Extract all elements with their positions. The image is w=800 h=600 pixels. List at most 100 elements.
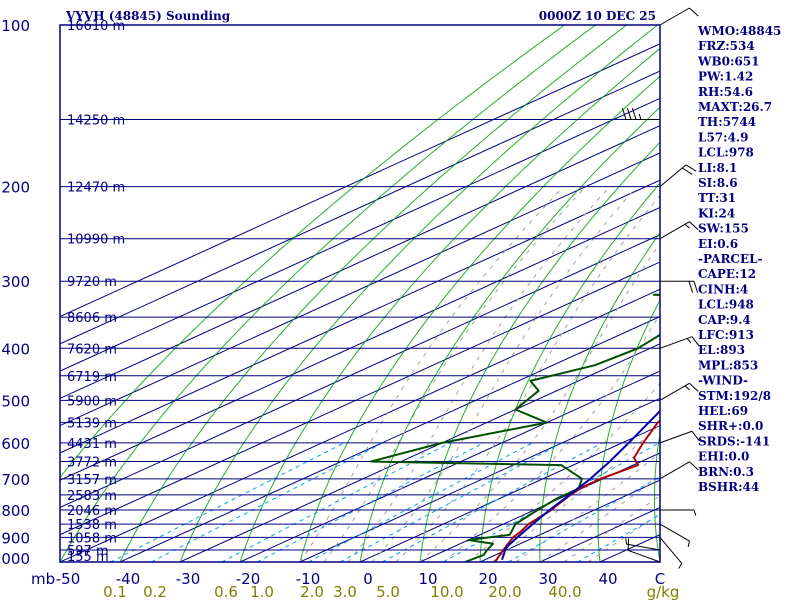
pressure-tick-label: 600: [1, 435, 30, 453]
moist-adiabat-line: [347, 186, 611, 562]
stat-line: LFC:913: [698, 328, 754, 342]
parcel-trace: [501, 409, 660, 561]
stat-line: CINH:4: [698, 282, 748, 296]
pressure-unit-label: mb: [31, 570, 55, 588]
pressure-tick-label: 500: [1, 392, 30, 410]
isotherm-line: [60, 125, 660, 399]
height-label: 16610 m: [67, 19, 125, 34]
wind-barb-feather: [687, 540, 690, 548]
wind-barb-feather: [681, 167, 693, 175]
mixing-ratio-label: 0.1: [103, 583, 127, 600]
wind-barb: [659, 336, 700, 349]
pressure-tick-label: 100: [1, 17, 30, 35]
isotherm-line: [359, 425, 660, 562]
mixing-ratio-line: [221, 442, 451, 562]
wind-barb: [659, 430, 700, 444]
dewpoint-trace: [370, 293, 660, 562]
temperature-tick-label: 10: [418, 570, 437, 588]
mixing-ratio-line: [308, 442, 533, 562]
wind-barb-feather: [689, 221, 699, 231]
dry-adiabat-line: [359, 106, 660, 562]
isotherm-line: [179, 343, 660, 562]
temperature-tick-label: 0: [363, 570, 373, 588]
temperature-trace: [494, 419, 660, 562]
wind-barbs: [621, 7, 700, 569]
isotherm-line: [60, 97, 660, 372]
temperature-tick-label: 40: [598, 570, 617, 588]
stat-line: LCL:948: [698, 298, 754, 312]
wind-barb-feather: [688, 281, 694, 293]
stat-line: CAPE:12: [698, 267, 756, 281]
wind-barb-staff: [627, 549, 661, 563]
moist-adiabat-line: [491, 424, 660, 562]
dry-adiabat-line: [239, 47, 660, 562]
mixing-ratio-label: 0.6: [214, 583, 238, 600]
wind-barb-feather: [678, 563, 683, 569]
height-label: 1538 m: [67, 518, 117, 533]
wind-barb-staff: [659, 430, 693, 444]
stat-line: L57:4.9: [698, 130, 748, 144]
stat-line: SHR+:0.0: [698, 419, 763, 433]
wind-barb: [659, 164, 697, 188]
wind-barb-feather: [689, 382, 699, 392]
wind-barb-staff: [659, 461, 690, 480]
mixing-ratio-line: [382, 442, 603, 562]
stat-line: KI:24: [698, 206, 735, 220]
pressure-tick-label: 700: [1, 471, 30, 489]
isotherm-line: [60, 70, 660, 345]
stat-line: TT:31: [698, 191, 736, 205]
wind-barb-staff: [659, 523, 690, 542]
isotherm-line: [60, 43, 660, 318]
wind-barb: [621, 108, 660, 121]
height-label: 5139 m: [67, 417, 117, 432]
sounding-traces: [370, 293, 660, 562]
mixing-ratio-unit-label: g/kg: [647, 583, 680, 600]
sounding-time: 0000Z 10 DEC 25: [539, 9, 656, 23]
mixing-ratio-line: [151, 442, 384, 562]
stat-line: STM:192/8: [698, 389, 771, 403]
wind-barb-feather: [684, 223, 690, 229]
wind-barb-feather: [689, 7, 699, 17]
stat-line: RH:54.6: [698, 85, 753, 99]
wind-barb: [660, 509, 697, 516]
pressure-tick-label: 300: [1, 273, 30, 291]
mixing-ratio-line: [256, 442, 485, 562]
wind-barb-feather: [691, 336, 700, 347]
isobars: [60, 24, 660, 563]
wind-barb-staff: [659, 382, 690, 401]
temperature-tick-label: 20: [478, 570, 497, 588]
wind-barb: [659, 461, 699, 480]
wind-barb-feather: [689, 461, 699, 471]
wind-barb-feather: [691, 430, 700, 442]
stat-line: MAXT:26.7: [698, 100, 772, 114]
height-label: 7620 m: [67, 342, 117, 357]
pressure-tick-label: 900: [1, 529, 30, 547]
wind-barb: [660, 280, 699, 293]
moist-adiabat-line: [299, 186, 565, 562]
height-label: 5900 m: [67, 394, 117, 409]
wind-barb-staff: [659, 336, 693, 349]
moist-adiabat-line: [563, 495, 660, 562]
height-label: 4431 m: [67, 437, 117, 452]
axis-labels: 1002003004005006007008009001000mb-50-40-…: [0, 17, 679, 600]
height-label: 10990 m: [67, 233, 125, 248]
wind-barb-feather: [693, 509, 697, 516]
pressure-tick-label: 200: [1, 179, 30, 197]
height-label: 9720 m: [67, 275, 117, 290]
dry-adiabat-line: [60, 25, 596, 562]
wind-barb: [659, 523, 690, 548]
station-title: VYVH (48845) Sounding: [65, 9, 231, 23]
height-label: 3772 m: [67, 456, 117, 471]
stat-line: CAP:9.4: [698, 313, 751, 327]
grid-lines: [60, 25, 660, 562]
height-label: 14250 m: [67, 114, 125, 129]
temperature-tick-label: -40: [116, 570, 141, 588]
wind-barb: [659, 7, 699, 26]
temperature-tick-label: -30: [176, 570, 201, 588]
height-label: 597 m: [67, 544, 109, 559]
wind-barb-staff: [659, 7, 690, 26]
moist-adiabat-line: [587, 513, 660, 562]
mixing-ratio-line: [110, 442, 345, 562]
